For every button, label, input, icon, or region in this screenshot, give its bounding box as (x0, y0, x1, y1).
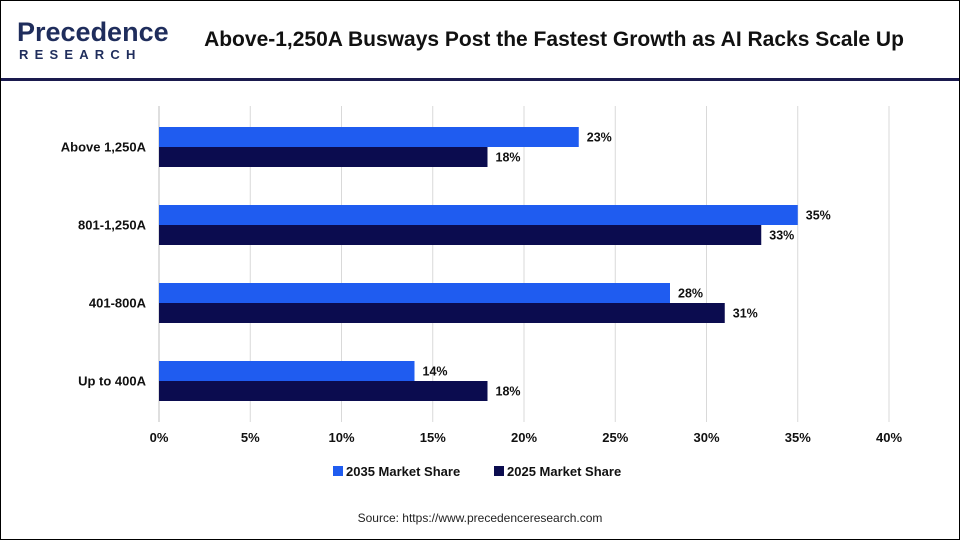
source-note: Source: https://www.precedenceresearch.c… (357, 511, 603, 525)
legend-label: 2035 Market Share (346, 464, 460, 479)
x-tick-label: 0% (150, 430, 169, 445)
category-label: 801-1,250A (78, 218, 147, 233)
legend-swatch (494, 466, 504, 476)
precedence-research-logo: Precedence RESEARCH (17, 17, 169, 65)
bar-value-label: 28% (678, 287, 703, 301)
bar-2025 (159, 303, 725, 323)
x-tick-label: 40% (876, 430, 902, 445)
category-label: 401-800A (89, 296, 147, 311)
bar-2035 (159, 205, 798, 225)
x-tick-label: 10% (328, 430, 354, 445)
logo-wordmark: Precedence (17, 17, 169, 47)
bar-2025 (159, 147, 488, 167)
category-label: Up to 400A (78, 374, 147, 389)
category-label: Above 1,250A (61, 140, 147, 155)
legend-label: 2025 Market Share (507, 464, 621, 479)
x-tick-label: 5% (241, 430, 260, 445)
header: Precedence RESEARCH Above-1,250A Busways… (1, 1, 959, 78)
chart-title: Above-1,250A Busways Post the Fastest Gr… (204, 28, 904, 51)
bar-value-label: 18% (496, 385, 521, 399)
x-tick-label: 25% (602, 430, 628, 445)
header-divider (1, 78, 959, 81)
logo-subtitle: RESEARCH (19, 47, 142, 62)
bar-value-label: 14% (423, 365, 448, 379)
bar-2035 (159, 283, 670, 303)
x-tick-label: 30% (693, 430, 719, 445)
bar-2025 (159, 381, 488, 401)
bar-value-label: 33% (769, 229, 794, 243)
bar-value-label: 18% (496, 151, 521, 165)
x-tick-label: 15% (420, 430, 446, 445)
bar-2025 (159, 225, 762, 245)
legend-swatch (333, 466, 343, 476)
bar-value-label: 35% (806, 209, 831, 223)
bar-chart: 0% 5% 10% 15% 20% 25% 30% 35% 40% 23% 18% Above 1,2… (61, 106, 902, 479)
x-tick-label: 20% (511, 430, 537, 445)
bar-2035 (159, 127, 579, 147)
bar-value-label: 31% (733, 307, 758, 321)
bar-2035 (159, 361, 415, 381)
x-tick-label: 35% (785, 430, 811, 445)
bar-value-label: 23% (587, 131, 612, 145)
